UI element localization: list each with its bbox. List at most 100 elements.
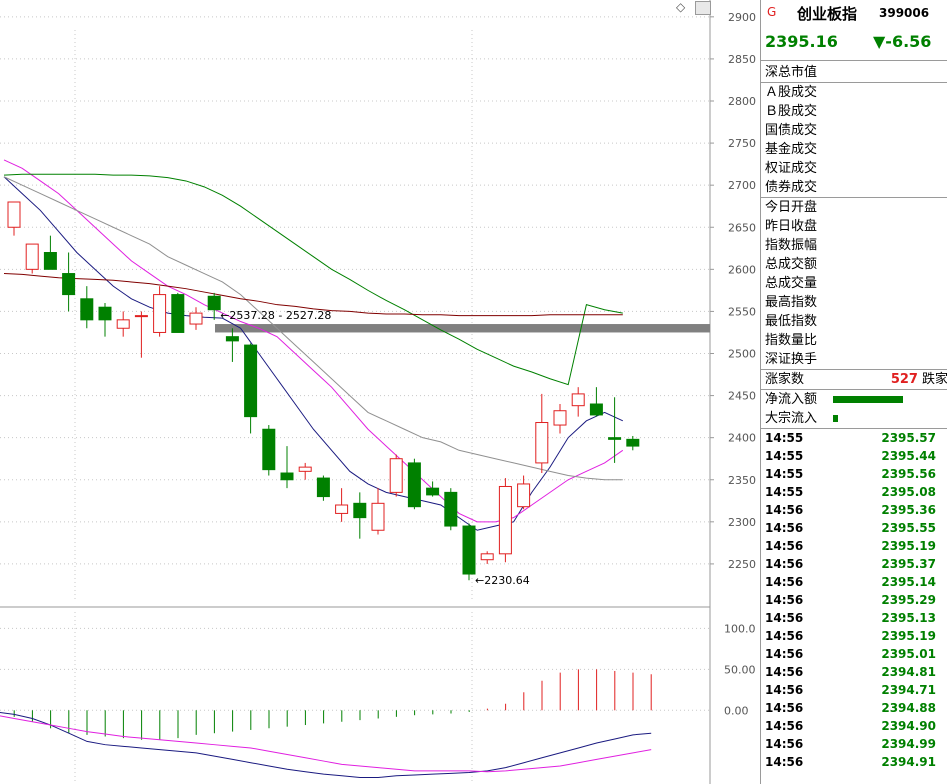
candle-body [335, 504, 349, 514]
main-ytick-label: 2700 [728, 179, 756, 192]
candle-body [498, 485, 512, 555]
stat-label-7: 指数量比 [765, 333, 818, 348]
tick-value: 2394.71 [881, 683, 936, 697]
tick-row: 14:56 2395.36 [761, 501, 947, 519]
candle-body [43, 252, 57, 270]
candle-body [134, 315, 148, 318]
index-code: 399006 [879, 6, 930, 20]
tick-row: 14:56 2395.37 [761, 555, 947, 573]
net-inflow-row: 净流入额 [761, 390, 947, 409]
tick-row: 14:56 2395.19 [761, 627, 947, 645]
tick-row: 14:56 2395.13 [761, 609, 947, 627]
tick-row: 14:55 2395.44 [761, 447, 947, 465]
tick-row: 14:56 2395.14 [761, 573, 947, 591]
tick-row: 14:56 2395.19 [761, 537, 947, 555]
tick-list[interactable]: 14:55 2395.57 14:55 2395.44 14:55 2395.56 14:5… [761, 429, 947, 771]
candle-body [280, 472, 294, 481]
tick-time: 14:56 [765, 755, 804, 769]
rise-label: 涨家数 [765, 372, 805, 387]
candle-body [462, 525, 476, 575]
tick-row: 14:56 2395.55 [761, 519, 947, 537]
turnover-label-4: 权证成交 [765, 161, 818, 176]
tick-time: 14:56 [765, 737, 804, 751]
stat-label-0: 今日开盘 [765, 200, 818, 215]
candle-body [571, 393, 585, 407]
stat-label-4: 总成交量 [765, 276, 818, 291]
macd-line [0, 711, 652, 778]
candle-body [80, 298, 94, 321]
sub-ytick-label: 50.00 [724, 663, 756, 676]
stat-label-1: 昨日收盘 [765, 219, 818, 234]
turnover-group: Ａ股成交 Ｂ股成交 国债成交 基金成交 权证成交 债券成交 [761, 83, 947, 198]
main-ytick-label: 2250 [728, 558, 756, 571]
index-stats-group: 今日开盘 昨日收盘 指数振幅 总成交额 总成交量 最高指数 最低指数 指数量比 深证换手 [761, 198, 947, 370]
scrollbar-up-button[interactable] [695, 1, 711, 15]
main-ytick-label: 2900 [728, 11, 756, 24]
sub-ytick-label: 0.00 [724, 704, 749, 717]
turnover-label-2: 国债成交 [765, 123, 818, 138]
main-ytick-label: 2350 [728, 474, 756, 487]
g-tag: G [767, 5, 777, 19]
tick-value: 2395.19 [881, 629, 936, 643]
turnover-label-5: 债券成交 [765, 180, 818, 195]
candle-body [407, 462, 421, 508]
tick-time: 14:56 [765, 593, 804, 607]
advance-decline-row: 涨家数 527 跌家 [761, 370, 947, 390]
tick-value: 2395.14 [881, 575, 936, 589]
tick-time: 14:56 [765, 701, 804, 715]
stat-label-8: 深证换手 [765, 352, 818, 367]
chart-area: 2250 2300 2350 2400 2450 2500 2550 2600 2650 2700… [0, 0, 756, 784]
tick-row: 14:56 2394.71 [761, 681, 947, 699]
candle-body [244, 344, 258, 418]
net-inflow-label: 净流入额 [765, 392, 818, 407]
tick-time: 14:55 [765, 485, 804, 499]
candle-body [25, 243, 39, 270]
tick-value: 2395.29 [881, 593, 936, 607]
tick-time: 14:56 [765, 611, 804, 625]
main-ytick-label: 2800 [728, 95, 756, 108]
tick-time: 14:56 [765, 575, 804, 589]
tick-row: 14:56 2394.81 [761, 663, 947, 681]
index-name: 创业板指 [797, 5, 858, 23]
tick-value: 2395.13 [881, 611, 936, 625]
index-price: 2395.16 [765, 32, 838, 51]
candle-body [553, 410, 567, 426]
tick-time: 14:56 [765, 521, 804, 535]
turnover-label-1: Ｂ股成交 [765, 104, 818, 119]
candle-body [626, 438, 640, 447]
candle-body [426, 487, 440, 496]
candle-body [207, 295, 221, 311]
main-ytick-label: 2650 [728, 221, 756, 234]
tick-row: 14:56 2395.29 [761, 591, 947, 609]
tick-value: 2395.55 [881, 521, 936, 535]
tick-row: 14:56 2394.88 [761, 699, 947, 717]
main-ytick-label: 2400 [728, 432, 756, 445]
tick-row: 14:55 2395.57 [761, 429, 947, 447]
diamond-icon[interactable]: ◇ [676, 0, 686, 14]
candle-body [444, 491, 458, 527]
quote-panel: G 创业板指 399006 2395.16 ▼-6.56 深总市值 Ａ股成交 Ｂ股… [760, 0, 947, 784]
main-ytick-label: 2500 [728, 348, 756, 361]
range-band [215, 324, 710, 333]
tick-time: 14:56 [765, 503, 804, 517]
candle-body [262, 428, 276, 471]
block-inflow-label: 大宗流入 [765, 411, 818, 426]
market-value-group: 深总市值 [761, 61, 947, 83]
tick-time: 14:55 [765, 449, 804, 463]
candle-body [353, 502, 367, 519]
tick-row: 14:56 2394.99 [761, 735, 947, 753]
tick-row: 14:56 2394.91 [761, 753, 947, 771]
main-ytick-label: 2300 [728, 516, 756, 529]
tick-value: 2395.08 [881, 485, 936, 499]
quote-header: G 创业板指 399006 2395.16 ▼-6.56 [761, 0, 947, 61]
tick-time: 14:56 [765, 629, 804, 643]
turnover-label-0: Ａ股成交 [765, 85, 818, 100]
fall-label: 跌家 [921, 372, 947, 387]
candle-body [171, 294, 185, 333]
candle-body [153, 294, 167, 333]
candle-body [7, 201, 21, 228]
candle-body [535, 422, 549, 464]
candle-body [316, 477, 330, 498]
tick-value: 2395.19 [881, 539, 936, 553]
market-value-label-0: 深总市值 [765, 65, 818, 80]
